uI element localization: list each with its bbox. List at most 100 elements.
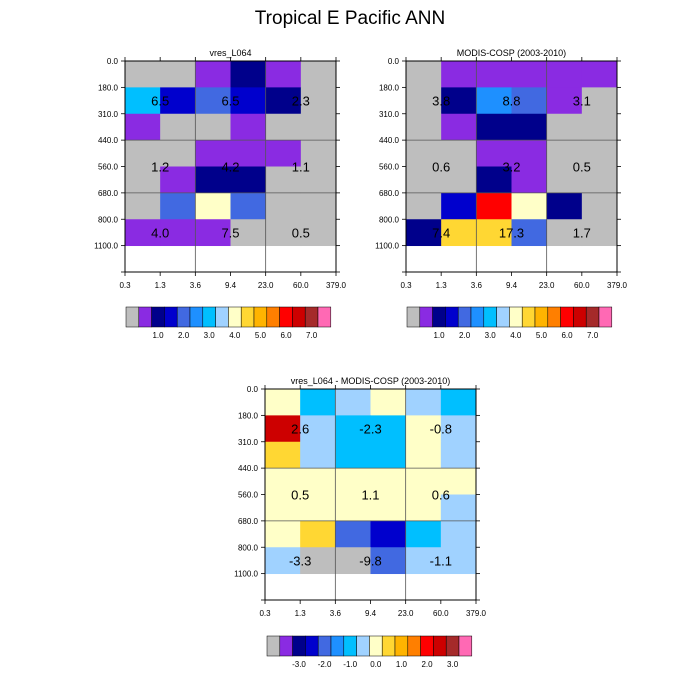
colorbar-label: 3.0 <box>204 331 216 340</box>
heatmap-cell <box>300 441 336 469</box>
heatmap-cell <box>370 441 407 469</box>
heatmap-cell <box>125 61 161 88</box>
x-tick-label: 23.0 <box>398 609 414 618</box>
heatmap-cell <box>405 520 442 548</box>
colorbar-box <box>496 306 510 328</box>
heatmap-cell <box>476 113 512 141</box>
x-tick-label: 0.3 <box>119 281 131 290</box>
heatmap-cell <box>125 166 161 194</box>
colorbar-box <box>151 306 165 328</box>
colorbar-box <box>279 635 293 657</box>
colorbar-box <box>457 306 472 328</box>
colorbar-box <box>381 635 396 657</box>
colorbar-label: 2.0 <box>459 331 471 340</box>
heatmap-cell <box>370 494 407 522</box>
heatmap-cell <box>406 113 442 141</box>
heatmap-cell <box>265 219 302 247</box>
colorbar-box <box>253 306 268 328</box>
figure-title: Tropical E Pacific ANN <box>254 8 446 29</box>
colorbar-label: 1.0 <box>433 331 445 340</box>
y-tick-label: 680.0 <box>98 189 119 198</box>
region-value-label: 7.4 <box>432 225 450 240</box>
heatmap-cell <box>511 192 548 220</box>
heatmap-cell <box>546 87 583 115</box>
region-value-label: 4.2 <box>221 160 239 175</box>
heatmap-cell <box>265 547 301 575</box>
heatmap-cell <box>546 166 583 194</box>
colorbar-box <box>164 306 178 328</box>
region-value-label: 0.6 <box>432 488 450 503</box>
x-tick-label: 1.3 <box>155 281 167 290</box>
x-tick-label: 60.0 <box>293 281 309 290</box>
heatmap-cell <box>511 61 548 88</box>
colorbar-box <box>573 306 587 328</box>
colorbar-box <box>521 306 536 328</box>
heatmap-cell <box>335 468 371 495</box>
heatmap-cell <box>300 520 336 548</box>
heatmap-cell <box>195 192 231 220</box>
y-tick-label: 800.0 <box>98 215 119 224</box>
heatmap-cell <box>441 87 477 115</box>
heatmap-cell <box>300 166 337 194</box>
colorbar-box <box>125 306 140 328</box>
heatmap-cell <box>335 389 371 416</box>
heatmap-cell <box>160 87 196 115</box>
heatmap-cell <box>476 87 512 115</box>
heatmap-cell <box>195 166 231 194</box>
colorbar-box <box>138 306 152 328</box>
region-value-label: -0.8 <box>430 422 452 437</box>
heatmap-cell <box>230 113 267 141</box>
colorbar-label: 2.0 <box>178 331 190 340</box>
heatmap-cell <box>406 87 442 115</box>
x-tick-label: 23.0 <box>539 281 555 290</box>
region-value-label: 0.6 <box>432 160 450 175</box>
heatmap-panel-2: MODIS-COSP (2003-2010) 0.0 180.0 310.0 440.0… <box>375 48 627 340</box>
region-value-label: 8.8 <box>502 94 520 109</box>
x-tick-label: 1.3 <box>295 609 307 618</box>
heatmap-cell <box>440 389 477 416</box>
heatmap-cell <box>370 547 407 575</box>
heatmap-cell <box>440 415 477 443</box>
heatmap-cell <box>125 219 161 247</box>
colorbar-label: 5.0 <box>255 331 267 340</box>
colorbar-label: 2.0 <box>421 660 433 669</box>
y-tick-label: 680.0 <box>379 189 400 198</box>
heatmap-cell <box>300 389 336 416</box>
heatmap-cell <box>370 389 407 416</box>
x-tick-label: 0.3 <box>259 609 271 618</box>
heatmap-cell <box>265 468 301 495</box>
colorbar-box <box>394 635 409 657</box>
heatmap-cell <box>440 494 477 522</box>
heatmap-cell <box>265 520 301 548</box>
colorbar-box <box>228 306 242 328</box>
heatmap-cell <box>370 415 407 443</box>
heatmap-cell <box>300 468 336 495</box>
heatmap-cell <box>581 166 618 194</box>
region-value-label: 7.5 <box>221 225 239 240</box>
y-tick-label: 180.0 <box>98 83 119 92</box>
heatmap-cell <box>440 547 477 575</box>
heatmap-cell <box>335 415 371 443</box>
heatmap-cell <box>265 441 301 469</box>
region-value-label: 2.3 <box>292 94 310 109</box>
heatmap-cell <box>581 87 618 115</box>
heatmap-cell <box>440 441 477 469</box>
region-value-label: 3.1 <box>573 94 591 109</box>
heatmap-cell <box>300 61 337 88</box>
colorbar-label: 1.0 <box>396 660 408 669</box>
region-value-label: 1.7 <box>573 225 591 240</box>
heatmap-cell <box>511 166 548 194</box>
heatmap-cell <box>546 192 583 220</box>
heatmap-cell <box>511 219 548 247</box>
heatmap-panel-3: vres_L064 - MODIS-COSP (2003-2010) 0.0 180… <box>234 376 486 669</box>
region-value-label: 3.8 <box>432 94 450 109</box>
heatmap-cell <box>441 219 477 247</box>
colorbar-box <box>176 306 191 328</box>
region-value-label: -2.3 <box>359 422 381 437</box>
colorbar-box <box>317 306 332 328</box>
heatmap-cell <box>335 494 371 522</box>
heatmap-cell <box>265 494 301 522</box>
colorbar-box <box>215 306 229 328</box>
x-tick-label: 379.0 <box>326 281 347 290</box>
